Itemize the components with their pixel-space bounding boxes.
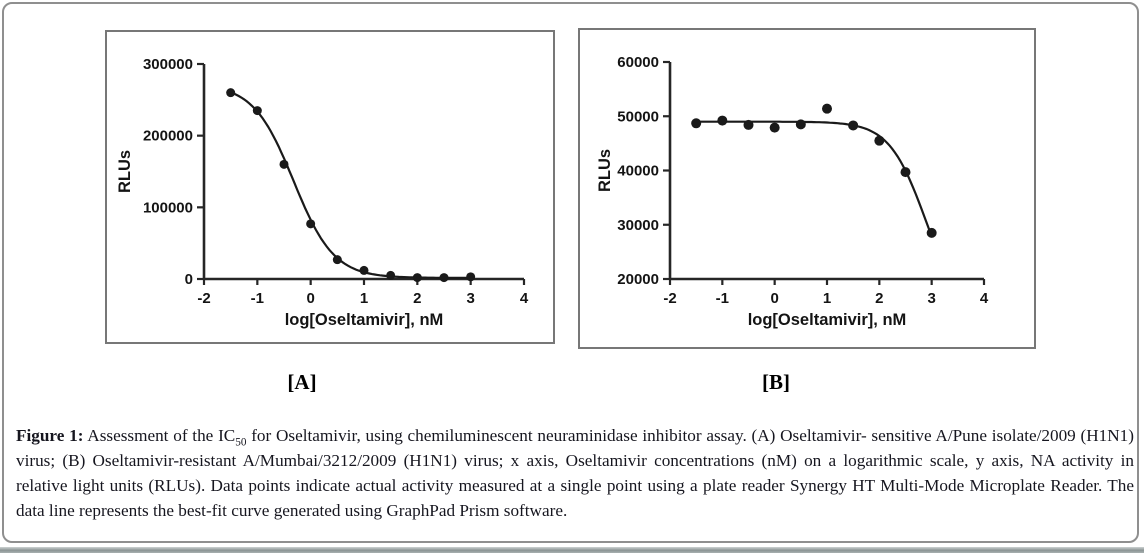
x-tick-label: -1: [251, 290, 264, 307]
x-tick-label: 3: [466, 290, 474, 307]
y-tick-label: 40000: [617, 163, 659, 180]
data-point-marker: [926, 227, 937, 238]
fit-curve-line: [692, 120, 933, 238]
data-point-marker: [900, 167, 911, 178]
data-point-marker: [386, 270, 396, 280]
y-tick-label: 100000: [143, 199, 193, 216]
x-tick-label: 3: [927, 290, 935, 307]
figure-caption-text-post: for Oseltamivir, using chemiluminescent …: [16, 426, 1134, 520]
panel-a: -2 -1 0 1 2 3 4 0 100000 200000 300000 log[Oseltami…: [105, 30, 555, 344]
data-point-marker: [412, 273, 422, 283]
y-tick-label: 300000: [143, 56, 193, 73]
x-axis-label: log[Oseltamivir], nM: [285, 311, 444, 329]
data-point-marker: [822, 103, 832, 114]
data-point-marker: [795, 119, 806, 130]
data-point-marker: [252, 106, 262, 116]
x-tick-label: 1: [823, 290, 831, 307]
panel-b: -2 -1 0 1 2 3 4 20000 30000 40000 50000 60000 log[Os…: [578, 28, 1036, 349]
x-tick-label: 4: [980, 290, 989, 307]
data-point-marker: [691, 118, 702, 129]
y-axis-label: RLUs: [596, 149, 614, 192]
data-point-marker: [226, 88, 236, 98]
data-point-marker: [874, 135, 885, 146]
y-tick-label: 50000: [617, 108, 659, 125]
data-point-marker: [717, 115, 728, 126]
y-tick-label: 200000: [143, 128, 193, 145]
figure-caption: Figure 1: Assessment of the IC50 for Ose…: [16, 423, 1134, 523]
panel-b-label: [B]: [762, 370, 790, 394]
x-tick-label: 1: [360, 290, 368, 307]
data-point-marker: [306, 219, 316, 229]
panel-a-label: [A]: [287, 370, 317, 394]
y-tick-label: 20000: [617, 271, 659, 288]
figure-caption-subscript: 50: [235, 436, 247, 449]
data-point-marker: [439, 273, 449, 283]
chart-b: -2 -1 0 1 2 3 4 20000 30000 40000 50000 60000 log[Os…: [596, 54, 989, 329]
x-tick-label: -1: [716, 290, 729, 307]
x-tick-label: 2: [413, 290, 421, 307]
chart-a: -2 -1 0 1 2 3 4 0 100000 200000 300000 log[Oseltami…: [116, 56, 529, 329]
y-axis-label: RLUs: [116, 150, 134, 193]
y-tick-label: 30000: [617, 217, 659, 234]
x-tick-label: -2: [663, 290, 676, 307]
x-tick-label: 0: [306, 290, 314, 307]
data-point-marker: [848, 120, 859, 131]
figure-border-box: -2 -1 0 1 2 3 4 0 100000 200000 300000 log[Oseltami…: [2, 2, 1139, 543]
figure-caption-label: Figure 1:: [16, 426, 84, 445]
data-point-marker: [743, 119, 754, 130]
x-tick-label: 0: [770, 290, 778, 307]
data-point-marker: [279, 159, 289, 169]
y-tick-label: 0: [185, 271, 193, 288]
data-point-marker: [332, 255, 342, 265]
data-point-marker: [769, 122, 780, 133]
x-tick-label: 2: [875, 290, 883, 307]
fit-curve-line: [226, 90, 472, 279]
x-axis-label: log[Oseltamivir], nM: [748, 311, 907, 329]
data-point-marker: [466, 272, 476, 282]
data-point-marker: [359, 265, 369, 275]
x-tick-label: 4: [520, 290, 529, 307]
bottom-divider-bar: [0, 547, 1144, 553]
x-tick-label: -2: [197, 290, 210, 307]
y-tick-label: 60000: [617, 54, 659, 71]
figure-caption-text-pre: Assessment of the IC: [83, 426, 236, 445]
